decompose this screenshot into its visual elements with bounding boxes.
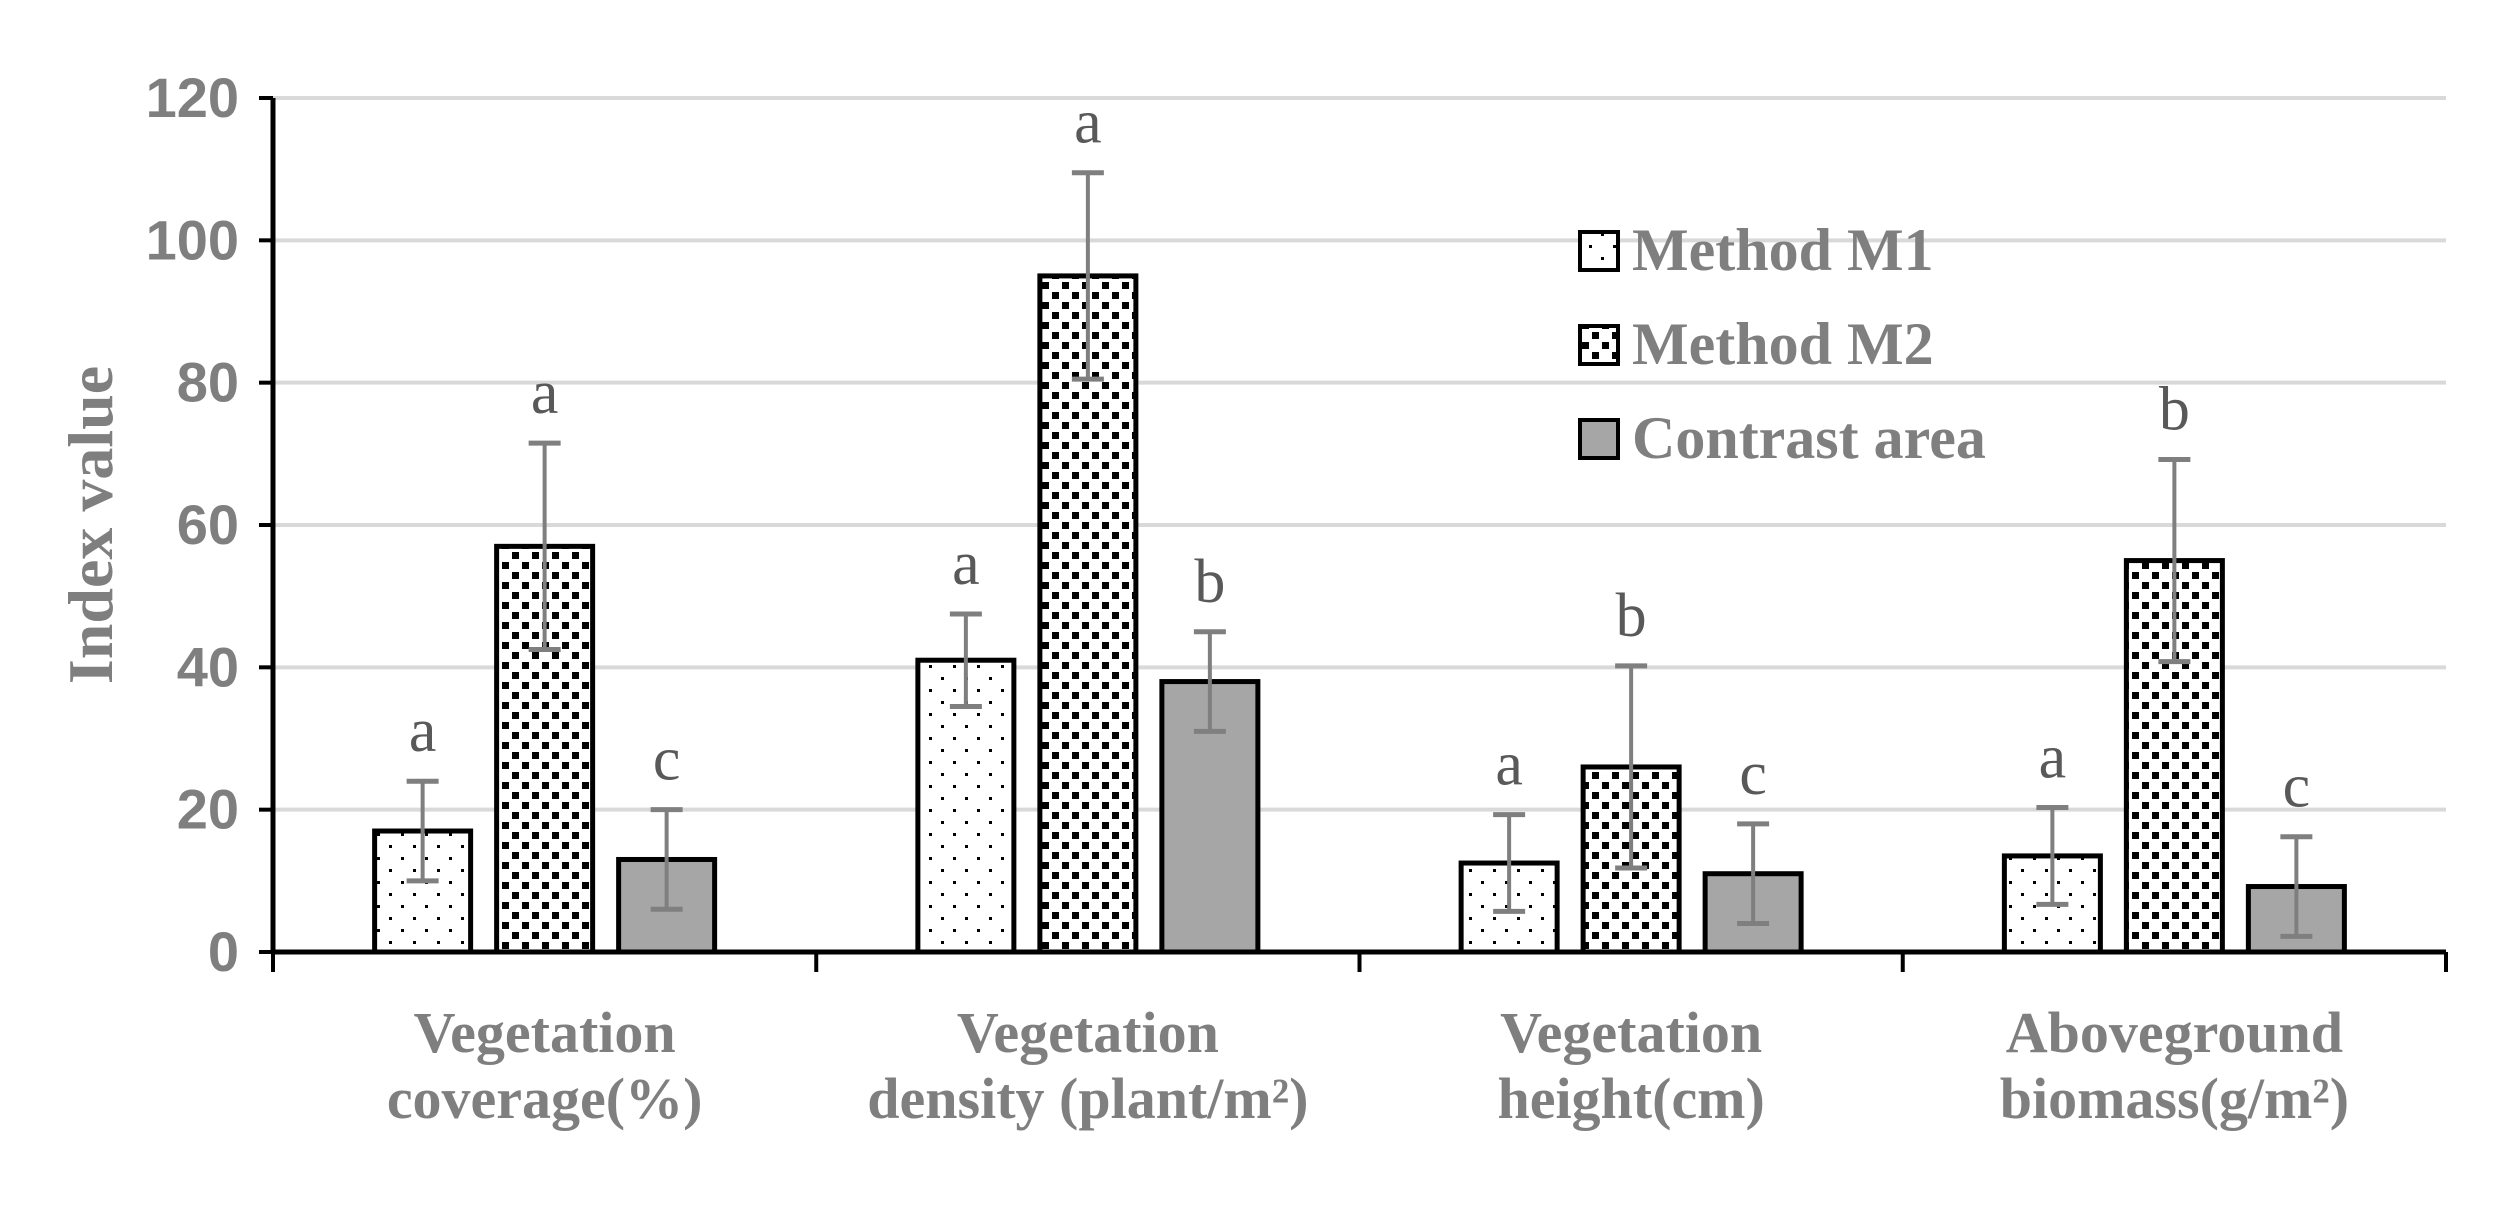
category-label: Vegetation: [1500, 1000, 1762, 1065]
y-tick-label: 120: [146, 66, 239, 129]
significance-letter: c: [1739, 740, 1767, 808]
significance-letter: b: [2159, 376, 2190, 444]
legend-label: Contrast area: [1632, 405, 1986, 471]
legend-swatch: [1578, 418, 1620, 460]
category-label: density (plant/m²): [867, 1066, 1308, 1131]
y-tick-label: 80: [177, 351, 239, 414]
category-label: height(cm): [1497, 1066, 1764, 1131]
legend-swatch: [1578, 324, 1620, 366]
y-tick-label: 60: [177, 493, 239, 556]
significance-letter: c: [2283, 753, 2311, 821]
y-tick-label: 100: [146, 208, 239, 271]
y-tick-label: 0: [208, 920, 239, 983]
category-label: biomass(g/m²): [2000, 1066, 2349, 1131]
bars: [372, 170, 2347, 955]
legend: Method M1 Method M2 Contrast area: [1578, 217, 1986, 471]
significance-letter: a: [1495, 731, 1523, 799]
significance-letter: a: [409, 697, 437, 765]
bar: [1037, 273, 1139, 955]
category-label: Vegetation: [957, 1000, 1219, 1065]
significance-letter: b: [1194, 548, 1225, 616]
category-label: coverage(%): [387, 1066, 703, 1131]
significance-letter: b: [1616, 582, 1647, 650]
gridlines: [273, 96, 2446, 812]
significance-letter: c: [653, 726, 681, 794]
significance-letter: a: [2039, 724, 2067, 792]
y-axis-title: Index value: [55, 366, 126, 684]
legend-swatch: [1578, 230, 1620, 272]
legend-label: Method M2: [1632, 311, 1934, 377]
category-label: Aboveground: [2006, 1000, 2343, 1065]
y-tick-label: 20: [177, 778, 239, 841]
category-label: Vegetation: [414, 1000, 676, 1065]
axes: [259, 96, 2448, 972]
significance-letter: a: [531, 359, 559, 427]
significance-letter: a: [952, 530, 980, 598]
legend-label: Method M1: [1632, 217, 1934, 283]
y-tick-label: 40: [177, 635, 239, 698]
significance-letter: a: [1074, 89, 1102, 157]
